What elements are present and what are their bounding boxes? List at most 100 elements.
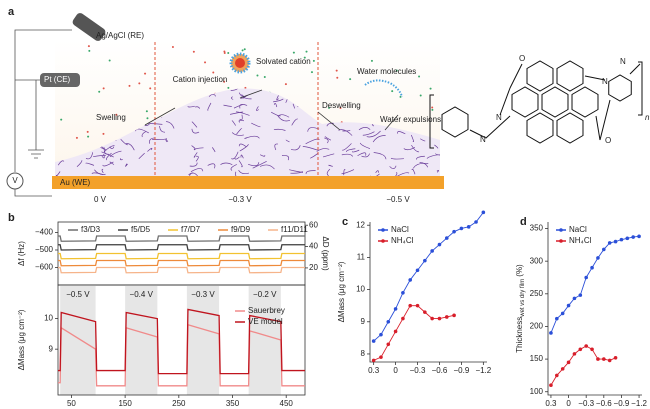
point	[386, 319, 391, 324]
chain	[410, 134, 414, 143]
y-tick-label: −400	[35, 228, 54, 237]
axes	[547, 222, 642, 396]
chain	[273, 103, 278, 108]
chain	[357, 152, 367, 157]
x-tick-label: 0	[566, 399, 571, 408]
ion	[418, 75, 421, 78]
ring	[556, 60, 584, 92]
ion	[75, 136, 78, 139]
chain	[208, 93, 217, 97]
chain	[362, 131, 375, 136]
point	[430, 316, 434, 321]
chain	[277, 114, 290, 118]
axes	[369, 222, 487, 363]
point	[452, 229, 456, 234]
chain	[190, 168, 204, 172]
chain	[419, 162, 429, 168]
shaded-region	[248, 285, 281, 395]
x-tick-label: −0.6	[596, 399, 612, 408]
chain	[342, 130, 351, 132]
chain	[239, 114, 243, 121]
ion	[87, 45, 90, 48]
x-tick-label: 0	[393, 366, 398, 375]
point	[423, 310, 427, 314]
ion	[115, 113, 118, 116]
ion	[339, 107, 342, 110]
water-cluster	[364, 79, 403, 98]
x-tick-label: 150	[118, 399, 132, 408]
chain	[235, 171, 243, 176]
point	[459, 226, 464, 231]
point	[584, 344, 588, 348]
chain	[302, 146, 318, 151]
chain	[411, 144, 420, 153]
point	[590, 265, 594, 270]
chain	[109, 146, 115, 149]
chain	[289, 169, 304, 173]
point	[560, 311, 565, 316]
series-line	[58, 235, 305, 242]
ion	[204, 61, 207, 64]
chain	[230, 164, 237, 171]
panel-label: c	[342, 216, 348, 228]
chain	[307, 127, 320, 132]
point	[555, 316, 559, 321]
atom: n	[645, 113, 650, 122]
legend-label: VE model	[248, 317, 283, 326]
y-axis-label-main: ΔMass (μg cm⁻²)	[17, 309, 26, 370]
point	[572, 296, 577, 301]
point	[393, 329, 398, 334]
annotation: Swelling	[96, 113, 126, 122]
region-label: −0.5 V	[66, 290, 90, 299]
chain	[341, 169, 355, 175]
chain	[187, 105, 195, 108]
chain	[229, 111, 244, 115]
chain	[231, 96, 234, 100]
chain	[195, 155, 199, 162]
y-tick-label: 350	[530, 224, 544, 233]
chain	[290, 145, 301, 151]
chain	[240, 154, 244, 159]
y-axis-label: Δf (Hz)	[17, 241, 26, 266]
chain	[159, 125, 165, 133]
reference-electrode	[72, 13, 106, 41]
chain	[411, 168, 416, 175]
ion	[108, 59, 111, 62]
chain	[276, 95, 279, 101]
point	[631, 235, 635, 239]
chain	[322, 153, 335, 158]
chain	[309, 152, 319, 159]
ion	[192, 50, 195, 53]
y-tick-label: 150	[530, 354, 544, 363]
chain	[436, 170, 440, 173]
x-tick-label: 0.3	[368, 366, 380, 375]
chain	[93, 154, 106, 158]
chain	[231, 120, 236, 126]
legend-label: f9/D9	[231, 225, 251, 234]
point	[452, 313, 456, 318]
y-tick-label: 10	[356, 285, 365, 294]
y-axis-label-sub: wet vs dry film	[520, 279, 526, 318]
chain	[193, 147, 204, 151]
point	[481, 210, 486, 215]
ion	[138, 82, 141, 85]
chain	[101, 153, 105, 159]
ion	[243, 48, 246, 51]
plot-frame	[57, 284, 306, 396]
point	[415, 268, 420, 273]
chain	[55, 171, 61, 176]
chain	[392, 171, 398, 176]
point	[444, 315, 449, 319]
x-tick-label: −0.3	[410, 366, 426, 375]
ring	[571, 86, 599, 118]
point	[596, 256, 600, 260]
bonds	[469, 63, 641, 141]
meter-label: V	[12, 176, 18, 185]
chain	[102, 161, 114, 167]
point	[578, 293, 583, 297]
point	[566, 303, 571, 308]
chain	[273, 98, 284, 103]
ion	[102, 87, 105, 90]
x-tick-label: 50	[67, 399, 76, 408]
chain	[291, 118, 298, 126]
